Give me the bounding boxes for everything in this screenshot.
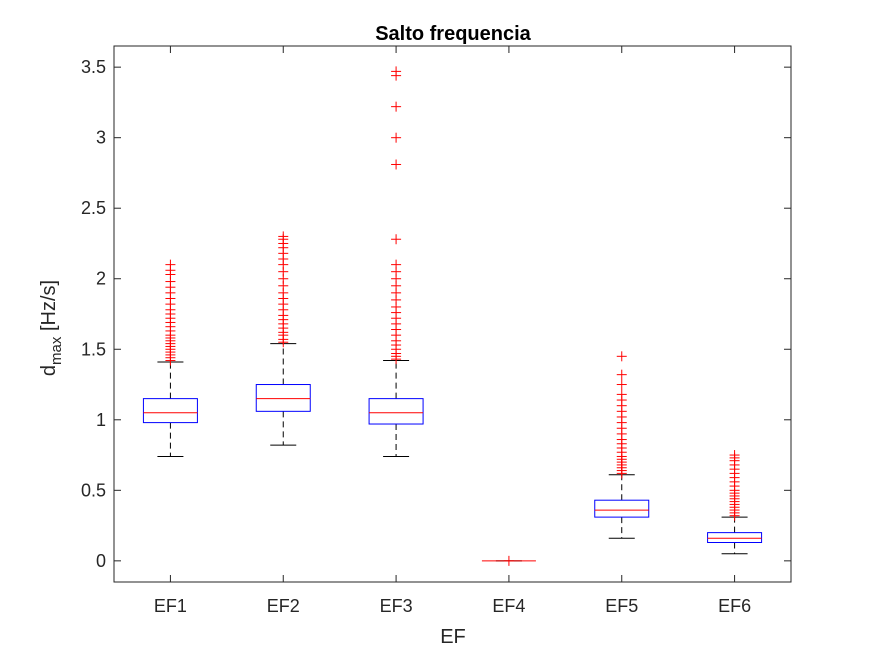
y-tick-label: 1 xyxy=(96,410,106,430)
outlier-marker xyxy=(616,379,627,390)
x-tick-label: EF3 xyxy=(380,596,413,616)
x-tick-label: EF1 xyxy=(154,596,187,616)
x-tick-label: EF2 xyxy=(267,596,300,616)
outlier-marker xyxy=(729,450,740,461)
x-axis-label: EF xyxy=(440,626,466,648)
outlier-marker xyxy=(616,351,627,362)
y-axis-label: dmax [Hz/s] xyxy=(38,280,65,376)
box-iqr xyxy=(368,398,424,425)
plot-area xyxy=(142,66,763,566)
box-group-ef4 xyxy=(481,555,536,566)
y-tick-label: 3.5 xyxy=(81,57,106,77)
x-tick-label: EF4 xyxy=(492,596,525,616)
outlier-marker xyxy=(278,231,289,242)
box-group-ef2 xyxy=(255,231,311,446)
x-axis-ticks: EF1 EF2 EF3 EF4 EF5 EF6 xyxy=(154,46,751,616)
box-group-ef5 xyxy=(594,351,650,539)
outlier-marker xyxy=(391,159,402,170)
x-tick-label: EF6 xyxy=(718,596,751,616)
outlier-marker xyxy=(616,389,627,400)
box-iqr xyxy=(142,398,198,424)
outlier-marker xyxy=(503,555,514,566)
chart-title: Salto frequencia xyxy=(375,23,531,45)
y-axis-label-unit: [Hz/s] xyxy=(38,280,60,337)
outlier-marker xyxy=(616,369,627,380)
x-tick-label: EF5 xyxy=(605,596,638,616)
box-iqr xyxy=(255,384,311,412)
outlier-marker xyxy=(165,259,176,270)
y-axis-label-main: d xyxy=(38,365,60,376)
y-tick-label: 3 xyxy=(96,128,106,148)
box-group-ef3 xyxy=(368,66,424,457)
outlier-marker xyxy=(391,101,402,112)
box-group-ef1 xyxy=(142,259,198,457)
box-iqr xyxy=(707,532,763,544)
box-iqr xyxy=(594,499,650,518)
y-axis-ticks: 0 0.5 1 1.5 2 2.5 3 3.5 xyxy=(81,57,791,571)
y-tick-label: 2 xyxy=(96,269,106,289)
box-group-ef6 xyxy=(707,450,763,555)
outlier-marker xyxy=(391,66,402,77)
y-axis-label-subscript: max xyxy=(48,336,65,365)
outlier-marker xyxy=(391,259,402,270)
axes-box xyxy=(113,45,792,583)
y-tick-label: 1.5 xyxy=(81,339,106,359)
outlier-marker xyxy=(391,234,402,245)
y-tick-label: 0.5 xyxy=(81,480,106,500)
y-tick-label: 0 xyxy=(96,551,106,571)
y-tick-label: 2.5 xyxy=(81,198,106,218)
outlier-marker xyxy=(391,132,402,143)
